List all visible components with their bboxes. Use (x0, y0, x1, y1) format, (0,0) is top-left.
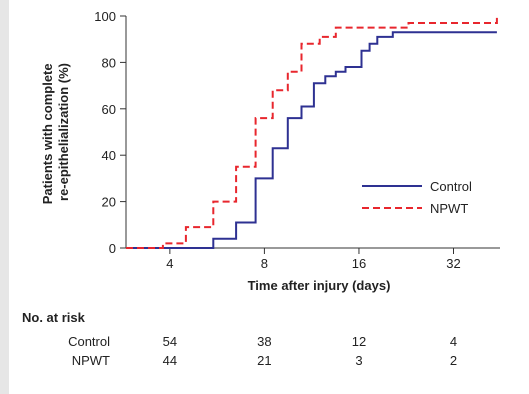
risk-cell: 44 (162, 353, 178, 368)
y-axis-title: Patients with complete re-epithelializat… (40, 60, 71, 205)
series-line-control (126, 31, 497, 249)
risk-row-label: NPWT (71, 353, 110, 368)
legend-label: NPWT (430, 201, 468, 216)
risk-cell: 21 (257, 353, 272, 368)
risk-cell: 2 (449, 353, 458, 368)
y-tick-label: 60 (102, 102, 116, 117)
x-ticks: 4 8 16 32 (166, 248, 461, 271)
y-ticks: 0 20 40 60 80 100 (94, 9, 126, 256)
risk-row-label: Control (68, 334, 110, 349)
x-tick-label: 8 (261, 256, 268, 271)
series-group (126, 16, 498, 249)
left-border-strip (0, 0, 9, 394)
legend-label: Control (430, 179, 472, 194)
y-axis-title-line-1: Patients with complete (40, 63, 55, 204)
series-line-npwt (126, 16, 498, 249)
risk-row-control: Control 54 38 12 4 (16, 334, 516, 352)
y-axis-title-line-2: re-epithelialization (%) (56, 63, 71, 201)
risk-cell: 12 (351, 334, 367, 349)
risk-cell: 54 (162, 334, 178, 349)
y-tick-label: 100 (94, 9, 116, 24)
risk-cell: 4 (449, 334, 458, 349)
x-tick-label: 4 (166, 256, 173, 271)
risk-cell: 38 (257, 334, 272, 349)
number-at-risk-table: No. at risk Control 54 38 12 4 NPWT 44 2… (16, 310, 516, 382)
y-tick-label: 40 (102, 148, 116, 163)
risk-cell: 3 (355, 353, 363, 368)
y-tick-label: 0 (109, 241, 116, 256)
number-at-risk-title: No. at risk (22, 310, 85, 325)
y-tick-label: 20 (102, 195, 116, 210)
y-tick-label: 80 (102, 55, 116, 70)
x-tick-label: 16 (352, 256, 366, 271)
risk-row-npwt: NPWT 44 21 3 2 (16, 353, 516, 371)
x-tick-label: 32 (446, 256, 460, 271)
x-axis-title: Time after injury (days) (248, 278, 391, 293)
legend: Control NPWT (362, 179, 472, 216)
km-chart: 0 20 40 60 80 100 4 8 16 32 Control NPWT Time aft… (40, 9, 500, 293)
